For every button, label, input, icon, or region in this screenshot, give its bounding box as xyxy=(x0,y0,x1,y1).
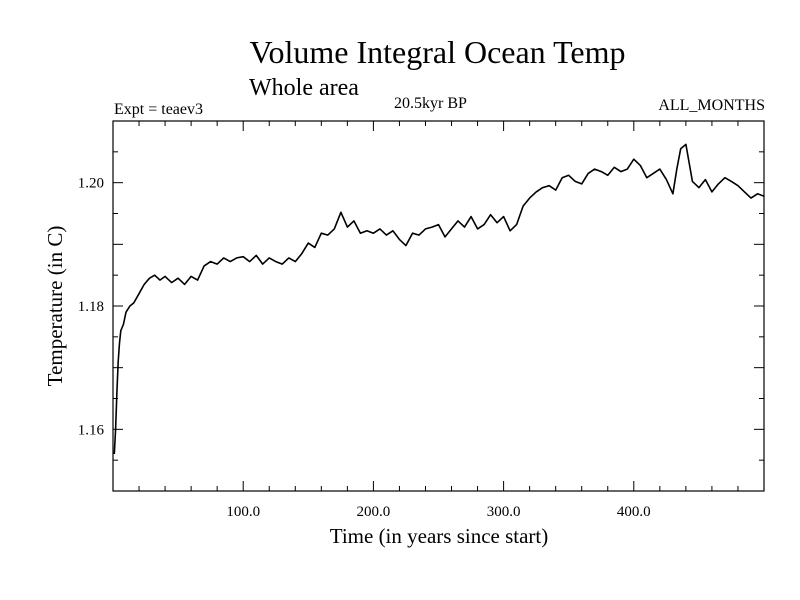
x-tick-label: 200.0 xyxy=(357,504,391,520)
x-tick-label: 300.0 xyxy=(487,504,521,520)
period-label: 20.5kyr BP xyxy=(394,95,467,112)
chart-subtitle: Whole area xyxy=(249,75,359,101)
tick-labels: 100.0 200.0 300.0 400.0 1.16 1.18 1.20 xyxy=(78,176,651,520)
y-axis-label: Temperature (in C) xyxy=(43,226,67,387)
chart-title: Volume Integral Ocean Temp xyxy=(249,34,626,70)
y-tick-label: 1.20 xyxy=(78,176,104,192)
x-axis-label: Time (in years since start) xyxy=(330,524,549,548)
x-tick-label: 100.0 xyxy=(226,504,260,520)
plot-frame xyxy=(112,120,765,492)
y-tick-label: 1.16 xyxy=(78,422,105,438)
experiment-label: Expt = teaev3 xyxy=(114,101,203,118)
series-line-temperature xyxy=(113,143,765,455)
y-tick-label: 1.18 xyxy=(78,299,104,315)
tick-marks xyxy=(113,121,764,491)
x-tick-label: 400.0 xyxy=(617,504,651,520)
months-label: ALL_MONTHS xyxy=(658,97,765,114)
